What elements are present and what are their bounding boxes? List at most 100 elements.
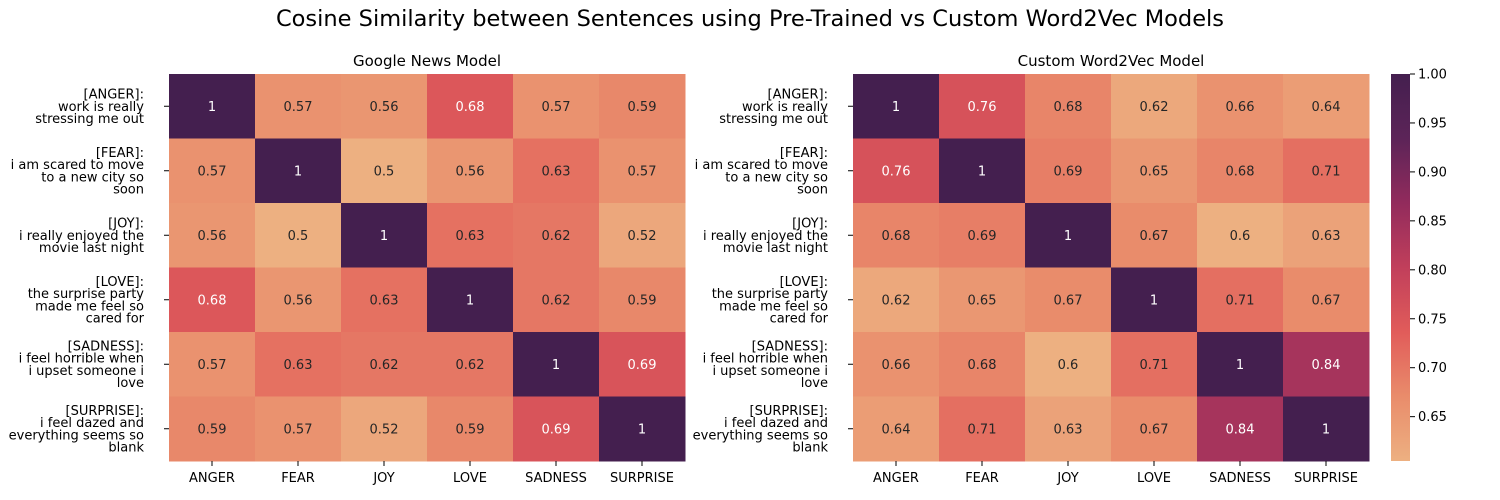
heatmap-1-y-tick-label: movie last night (39, 241, 144, 256)
heatmap-1-cell-surprise-anger (169, 396, 256, 462)
heatmap-1-x-tick-label: LOVE (453, 471, 487, 486)
heatmap-1-value-label: 0.5 (288, 229, 309, 244)
heatmap-1-y-tick-label: [SURPRISE]: (66, 404, 145, 419)
heatmap-1-value-label: 0.56 (284, 293, 313, 308)
heatmap-2-y-tick-label: [FEAR]: (780, 146, 828, 161)
heatmap-2-y-tick-label: [SURPRISE]: (750, 404, 829, 419)
heatmap-2-value-label: 0.68 (882, 229, 911, 244)
heatmap-2-y-tick-label: i am scared to move (695, 158, 828, 173)
heatmap-2-value-label: 0.62 (1140, 100, 1169, 115)
heatmap-1-cell-surprise-fear (255, 396, 342, 462)
colorbar-tick-label: 1.00 (1418, 68, 1447, 83)
heatmap-2-value-label: 0.71 (1140, 358, 1169, 373)
heatmap-2-cell-surprise-love (1111, 396, 1198, 462)
heatmap-2-value-label: 0.69 (968, 229, 997, 244)
heatmap-2-value-label: 0.71 (1226, 293, 1255, 308)
heatmap-1-value-label: 0.62 (370, 358, 399, 373)
heatmap-1-y-tick-label: i upset someone i (28, 364, 144, 379)
heatmap-2-value-label: 1 (1064, 229, 1072, 244)
heatmap-1-value-label: 0.57 (198, 358, 227, 373)
heatmap-2-value-label: 1 (1236, 358, 1244, 373)
heatmap-1-cell-fear-surprise (599, 138, 686, 204)
heatmap-2-value-label: 0.63 (1054, 422, 1083, 437)
heatmap-2-value-label: 0.64 (882, 422, 911, 437)
heatmap-1-y-tick-label: stressing me out (35, 112, 144, 127)
heatmap-1-x-tick-label: JOY (372, 471, 394, 486)
heatmap-1-value-label: 0.62 (542, 293, 571, 308)
heatmap-1-value-label: 0.57 (198, 164, 227, 179)
heatmap-1-cell-fear-joy (341, 138, 428, 204)
heatmap-1-y-tick-label: work is really (58, 100, 144, 115)
heatmap-2-cell-fear-fear (939, 138, 1026, 204)
heatmap-1-cell-love-fear (255, 267, 342, 333)
heatmap-2-cell-sadness-sadness (1197, 332, 1284, 397)
heatmap-2-value-label: 0.64 (1312, 100, 1341, 115)
heatmap-2-value-label: 0.69 (1054, 164, 1083, 179)
heatmap-1-y-tick-label: everything seems so (9, 428, 144, 443)
heatmap-1-cell-love-joy (341, 267, 428, 333)
heatmap-1-value-label: 1 (380, 229, 388, 244)
heatmap-1-y-tick-label: [SADNESS]: (68, 339, 144, 354)
heatmap-1-cell-fear-anger (169, 138, 256, 204)
heatmap-1-cell-love-anger (169, 267, 256, 333)
heatmap-2-x-tick-label: SADNESS (1209, 471, 1271, 486)
heatmap-1-value-label: 1 (208, 100, 216, 115)
heatmap-1-y-tick-label: [LOVE]: (96, 275, 144, 290)
heatmap-1-cell-sadness-anger (169, 332, 256, 397)
heatmap-1-y-tick-label: i feel dazed and (40, 416, 144, 431)
colorbar-tick-label: 0.70 (1418, 361, 1447, 376)
heatmap-2-cell-fear-sadness (1197, 138, 1284, 204)
heatmap-1-cell-anger-fear (255, 74, 342, 139)
heatmap-2-cell-fear-surprise (1283, 138, 1370, 204)
heatmap-2-y-tick-label: soon (797, 183, 828, 198)
heatmap-1-value-label: 0.59 (456, 422, 485, 437)
colorbar-tick-label: 0.75 (1418, 312, 1447, 327)
heatmap-2-x-tick-label: LOVE (1137, 471, 1171, 486)
heatmap-1-cell-surprise-surprise (599, 396, 686, 462)
heatmap-2-cell-fear-anger (853, 138, 940, 204)
heatmap-2-cell-anger-joy (1025, 74, 1112, 139)
heatmap-2-value-label: 1 (1322, 422, 1330, 437)
heatmap-2-value-label: 0.63 (1312, 229, 1341, 244)
heatmap-2-cell-surprise-fear (939, 396, 1026, 462)
heatmap-2-value-label: 0.68 (968, 358, 997, 373)
heatmap-2-value-label: 1 (978, 164, 986, 179)
heatmap-2-x-tick-label: SURPRISE (1294, 471, 1358, 486)
heatmap-2-x-tick-label: ANGER (873, 471, 919, 486)
heatmap-1-cell-anger-sadness (513, 74, 600, 139)
heatmap-2-y-tick-label: work is really (742, 100, 828, 115)
heatmap-1-cell-joy-surprise (599, 203, 686, 268)
heatmap-2-y-tick-label: love (801, 376, 828, 391)
heatmap-1-cell-love-surprise (599, 267, 686, 333)
heatmap-2-y-tick-label: everything seems so (693, 428, 828, 443)
heatmap-1-value-label: 0.56 (198, 229, 227, 244)
heatmap-2-y-tick-label: i feel horrible when (703, 352, 828, 367)
heatmap-2-value-label: 0.66 (1226, 100, 1255, 115)
heatmap-2-cell-love-surprise (1283, 267, 1370, 333)
heatmap-1-cell-fear-love (427, 138, 514, 204)
heatmap-2-cell-fear-joy (1025, 138, 1112, 204)
heatmap-1-y-tick-label: made me feel so (35, 299, 144, 314)
heatmap-1-y-tick-label: love (117, 376, 144, 391)
heatmap-1-value-label: 0.68 (198, 293, 227, 308)
heatmap-2-x-tick-label: JOY (1056, 471, 1078, 486)
heatmap-2-value-label: 0.68 (1054, 100, 1083, 115)
heatmap-1-x-tick-label: ANGER (189, 471, 235, 486)
heatmap-1-y-tick-label: blank (108, 441, 144, 456)
heatmap-2-cell-joy-sadness (1197, 203, 1284, 268)
heatmap-1-value-label: 0.59 (628, 293, 657, 308)
heatmap-2-cell-joy-surprise (1283, 203, 1370, 268)
heatmap-1-cell-fear-fear (255, 138, 342, 204)
heatmap-2-cell-love-sadness (1197, 267, 1284, 333)
heatmap-2-cell-sadness-fear (939, 332, 1026, 397)
heatmap-2-value-label: 0.67 (1312, 293, 1341, 308)
heatmap-2-cell-surprise-joy (1025, 396, 1112, 462)
heatmap-1-value-label: 0.57 (284, 100, 313, 115)
heatmap-1-cell-sadness-love (427, 332, 514, 397)
heatmap-1-x-tick-label: SADNESS (525, 471, 587, 486)
heatmap-2-cell-sadness-surprise (1283, 332, 1370, 397)
heatmap-2-cell-anger-fear (939, 74, 1026, 139)
colorbar-tick-label: 0.85 (1418, 214, 1447, 229)
